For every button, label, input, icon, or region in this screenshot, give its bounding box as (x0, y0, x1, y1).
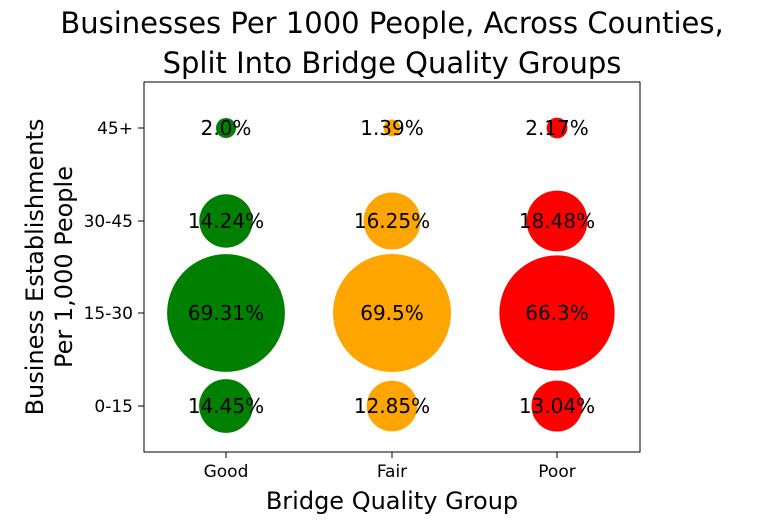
bubble-poor-45 (546, 117, 568, 139)
y-axis-label: Business Establishments Per 1,000 People (21, 119, 78, 416)
bubble-fair-0-15 (366, 380, 418, 432)
y-tick-label-45: 45+ (97, 119, 133, 139)
data-label-fair-15-30: 69.5% (360, 301, 424, 325)
data-label-good-30-45: 14.24% (188, 209, 264, 233)
bubble-good-15-30 (167, 254, 285, 372)
bubble-good-45 (215, 117, 237, 139)
bubble-fair-30-45 (363, 192, 421, 250)
data-label-poor-0-15: 13.04% (519, 394, 595, 418)
data-label-good-15-30: 69.31% (188, 301, 264, 325)
x-tick-label-good: Good (204, 462, 249, 482)
data-label-poor-15-30: 66.3% (525, 301, 589, 325)
y-tick-label-30-45: 30-45 (84, 212, 133, 232)
data-label-fair-30-45: 16.25% (354, 209, 430, 233)
data-label-fair-45: 1.39% (360, 116, 424, 140)
data-label-good-0-15: 14.45% (188, 394, 264, 418)
bubble-layer (167, 117, 615, 433)
data-label-layer: 14.45% 69.31% 14.24% 2.0% 12.85% 69.5% 16.25% 1… (188, 116, 595, 418)
y-axis-ticks: 0-15 15-30 30-45 45+ (84, 119, 144, 417)
bubble-poor-15-30 (499, 255, 615, 371)
chart-title-line-1: Businesses Per 1000 People, Across Count… (60, 6, 723, 40)
data-label-good-45: 2.0% (201, 116, 252, 140)
y-axis-label-line-1: Business Establishments (21, 119, 49, 416)
data-label-poor-30-45: 18.48% (519, 209, 595, 233)
bubble-fair-15-30 (333, 254, 451, 372)
y-tick-label-0-15: 0-15 (94, 397, 133, 417)
x-tick-label-poor: Poor (538, 462, 575, 482)
y-tick-label-15-30: 15-30 (84, 304, 133, 324)
x-axis-ticks: Good Fair Poor (204, 452, 576, 482)
bubble-good-30-45 (199, 194, 253, 248)
bubble-poor-30-45 (526, 190, 588, 252)
bubble-fair-45 (383, 119, 401, 137)
data-label-fair-0-15: 12.85% (354, 394, 430, 418)
chart-title-line-2: Split Into Bridge Quality Groups (163, 46, 622, 80)
x-tick-label-fair: Fair (377, 462, 407, 482)
bubble-good-0-15 (199, 379, 253, 433)
x-axis-label: Bridge Quality Group (266, 487, 518, 515)
data-label-poor-45: 2.17% (525, 116, 589, 140)
bubble-poor-0-15 (531, 380, 583, 432)
y-axis-label-line-2: Per 1,000 People (50, 166, 78, 368)
